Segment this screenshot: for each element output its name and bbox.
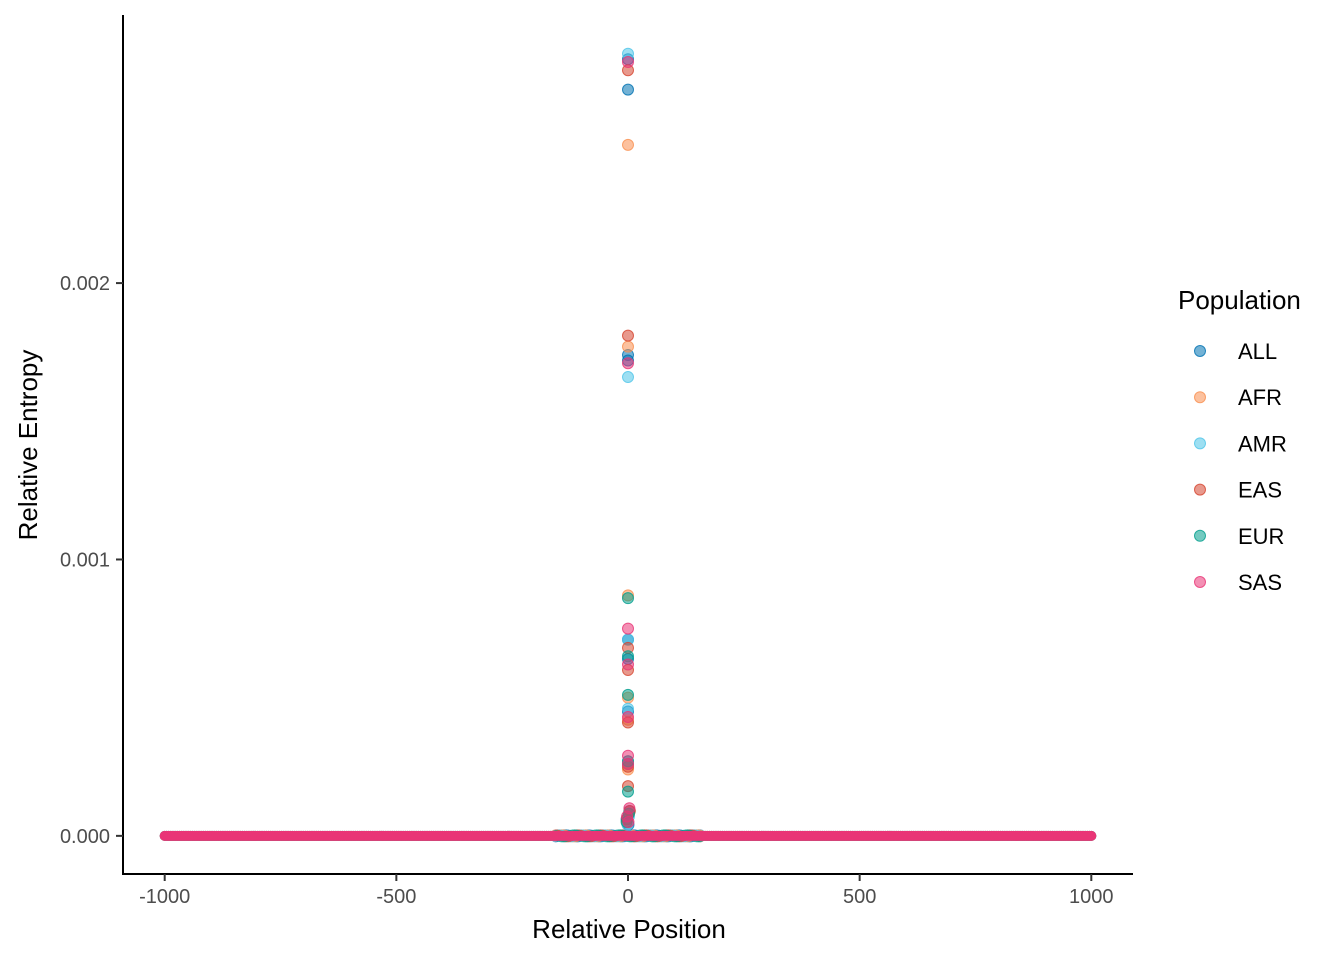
data-point [622,711,634,724]
legend-items: ALL AFR AMR EAS EUR SAS [1194,339,1287,595]
x-tick-label: -1000 [139,886,190,908]
plot-area [159,47,1097,843]
legend-label: SAS [1238,570,1282,595]
data-point [622,138,634,151]
y-axis-title: Relative Entropy [13,350,43,541]
legend-key-marker [1194,483,1206,496]
x-axis-ticks: -1000 -500 0 500 1000 [139,874,1114,908]
data-point [622,658,634,671]
axes: -1000 -500 0 500 1000 0.000 0.001 0.002 [60,15,1133,908]
data-point [622,816,635,829]
legend: Population ALL AFR AMR EAS EUR SAS [1178,285,1301,595]
baseline-point [1086,830,1097,841]
data-point [622,592,634,605]
x-tick-label: 500 [843,886,876,908]
legend-item-amr: AMR [1194,431,1287,456]
data-point [622,688,634,701]
data-point [622,357,634,370]
data-point [622,371,634,384]
legend-item-all: ALL [1194,339,1277,364]
y-tick-label: 0.000 [60,826,110,848]
legend-item-afr: AFR [1194,385,1282,410]
data-point [622,785,634,798]
legend-label: EUR [1238,524,1284,549]
data-point [622,340,634,353]
y-axis-ticks: 0.000 0.001 0.002 [60,273,123,848]
legend-key-marker [1194,529,1206,542]
data-point [622,55,634,68]
legend-key-marker [1194,576,1206,588]
x-tick-label: -500 [376,886,416,908]
legend-key-marker [1194,345,1206,357]
data-point [622,329,634,342]
legend-label: AFR [1238,385,1282,410]
x-tick-label: 1000 [1069,886,1114,908]
data-point [622,757,634,770]
y-tick-label: 0.002 [60,273,110,295]
data-points [620,47,636,831]
legend-item-sas: SAS [1194,570,1282,595]
legend-item-eur: EUR [1194,524,1284,549]
legend-label: ALL [1238,339,1277,364]
legend-key-marker [1194,391,1206,404]
legend-label: EAS [1238,478,1282,503]
series-sas [621,55,636,829]
x-axis-title: Relative Position [532,914,726,944]
x-tick-label: 0 [622,886,633,908]
data-point [622,622,634,635]
baseline-series-sas [159,830,1097,841]
legend-label: AMR [1238,431,1287,456]
y-tick-label: 0.001 [60,549,110,571]
baseline-markers [159,829,1097,843]
legend-title: Population [1178,285,1301,315]
legend-key-marker [1194,437,1206,450]
legend-item-eas: EAS [1194,478,1282,503]
data-point [622,83,634,96]
